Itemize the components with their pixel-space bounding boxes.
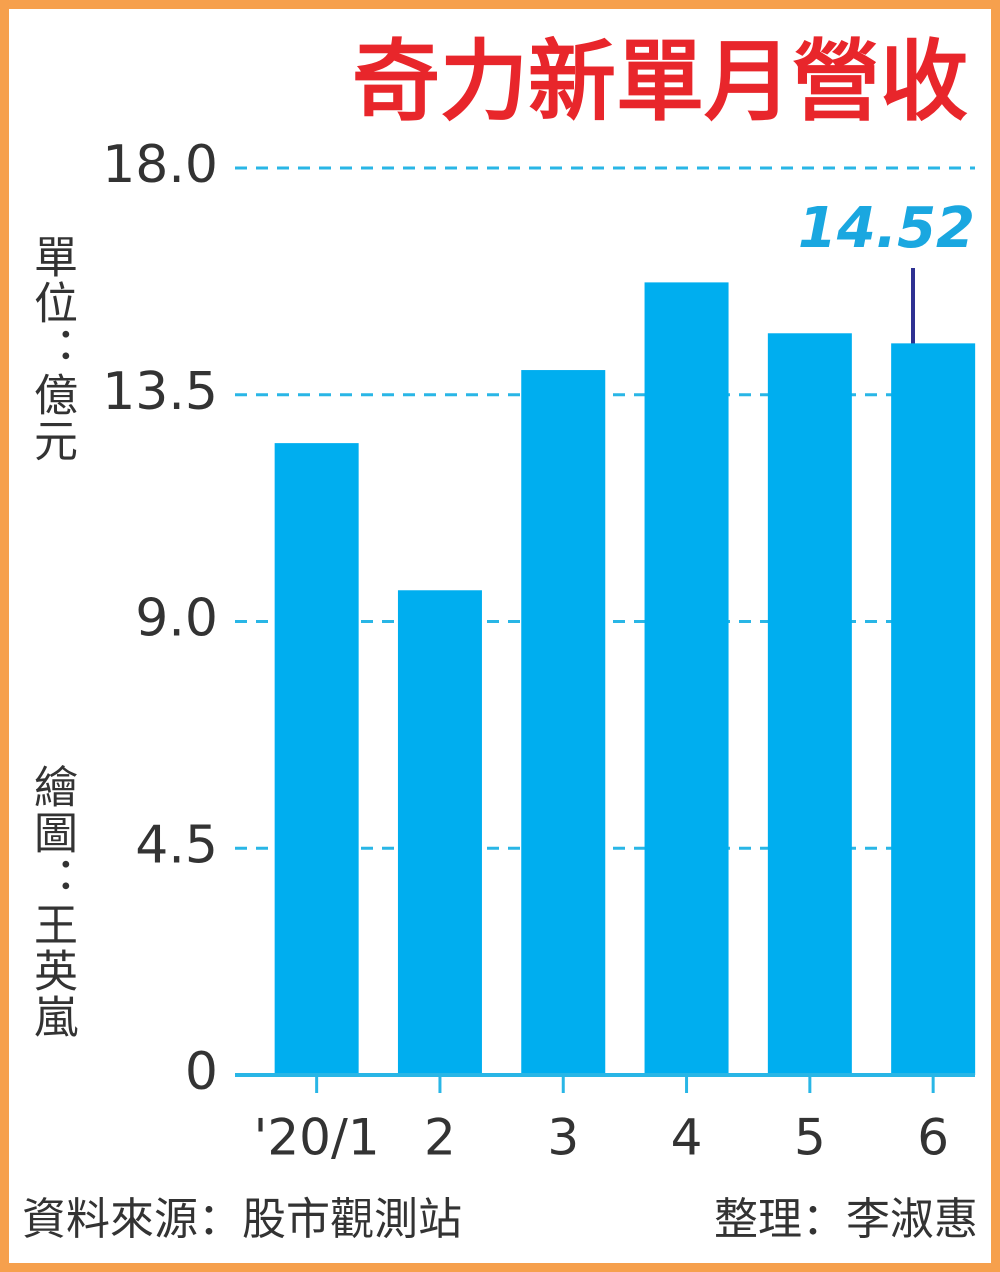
bar xyxy=(644,282,729,1075)
bar xyxy=(891,343,976,1075)
bar xyxy=(521,370,606,1075)
editor: 整理：李淑惠 xyxy=(714,1194,978,1245)
x-tick-label: '20/1 xyxy=(254,1109,380,1167)
y-tick-label: 0 xyxy=(185,1042,218,1102)
bar xyxy=(397,590,482,1075)
x-tick-label: 4 xyxy=(671,1109,703,1167)
x-tick-label: 6 xyxy=(917,1109,949,1167)
credit: 繪圖：王英嵐 xyxy=(26,764,77,1040)
x-tick-label: 5 xyxy=(794,1109,826,1167)
y-tick-label: 18.0 xyxy=(102,135,218,195)
y-tick-label: 13.5 xyxy=(102,362,218,422)
y-tick-label: 9.0 xyxy=(135,589,218,649)
source: 資料來源：股市觀測站 xyxy=(22,1194,462,1245)
y-tick-label: 4.5 xyxy=(135,815,218,875)
x-tick-label: 2 xyxy=(424,1109,456,1167)
unit-label: 單位：億元 xyxy=(26,234,77,464)
chart-title: 奇力新單月營收 xyxy=(352,30,968,133)
value-label: 14.52 xyxy=(798,196,975,261)
bar xyxy=(767,333,852,1076)
x-tick-label: 3 xyxy=(547,1109,579,1167)
bar xyxy=(274,443,359,1076)
